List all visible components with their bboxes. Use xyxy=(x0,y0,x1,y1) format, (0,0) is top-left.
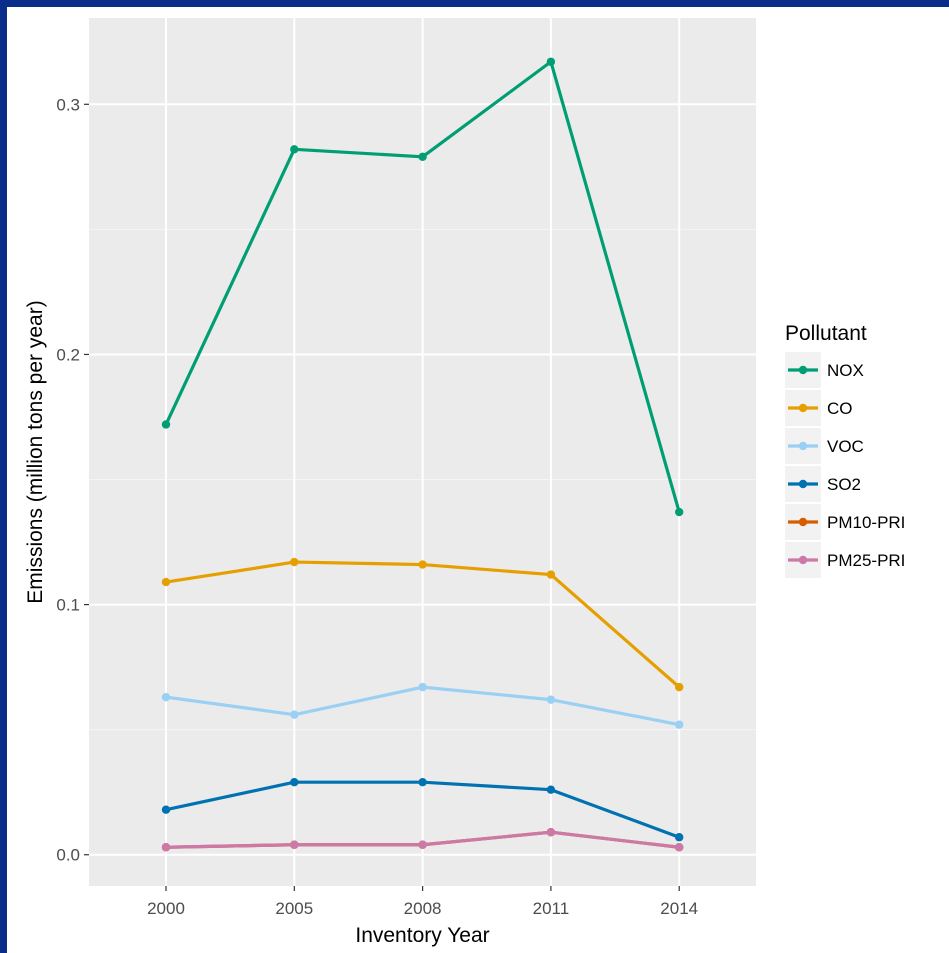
y-tick-label: 0.0 xyxy=(56,846,80,865)
legend-label: CO xyxy=(827,399,853,418)
legend-label: SO2 xyxy=(827,475,861,494)
data-point-co xyxy=(161,577,171,587)
data-point-pm25-pri xyxy=(546,828,556,837)
x-axis: 2000 2005 2008 2011 2014 xyxy=(147,886,698,918)
data-point-voc xyxy=(290,710,299,719)
legend-label: PM25-PRI xyxy=(827,551,905,570)
data-point-voc xyxy=(418,682,427,692)
y-axis: 0.0 0.1 0.2 0.3 xyxy=(56,95,89,865)
x-tick-label: 2014 xyxy=(660,899,698,918)
legend-key-point xyxy=(798,365,808,375)
data-point-voc xyxy=(546,695,556,704)
series-layer xyxy=(161,57,684,852)
legend-items: NOX CO VOC SO2 PM10-PRI PM25-PRI xyxy=(785,352,905,578)
window-frame-top xyxy=(0,0,949,7)
x-tick-label: 2011 xyxy=(533,899,570,918)
y-tick-label: 0.3 xyxy=(56,95,80,114)
legend-key-point xyxy=(798,479,808,489)
data-point-nox xyxy=(675,507,684,517)
data-point-co xyxy=(418,560,427,569)
data-point-co xyxy=(675,682,684,692)
data-point-pm25-pri xyxy=(161,843,171,852)
y-tick-label: 0.1 xyxy=(56,596,80,615)
data-point-pm25-pri xyxy=(290,840,299,849)
data-point-so2 xyxy=(418,777,427,787)
y-tick-label: 0.2 xyxy=(56,345,80,364)
data-point-nox xyxy=(161,420,171,429)
window-frame-left xyxy=(0,0,7,953)
data-point-voc xyxy=(161,692,171,702)
data-point-co xyxy=(290,557,299,567)
legend-label: NOX xyxy=(827,361,864,380)
data-point-pm25-pri xyxy=(675,843,684,852)
x-tick-label: 2000 xyxy=(147,899,185,918)
legend-label: VOC xyxy=(827,437,864,456)
legend-key-point xyxy=(798,517,808,527)
data-point-nox xyxy=(546,57,556,66)
data-point-so2 xyxy=(546,785,556,794)
major-grid xyxy=(89,18,756,886)
legend-key-point xyxy=(798,555,808,565)
legend-key-point xyxy=(798,403,808,413)
data-point-so2 xyxy=(675,833,684,842)
data-point-so2 xyxy=(161,805,171,814)
data-point-co xyxy=(546,570,556,579)
data-point-nox xyxy=(418,152,427,162)
data-point-pm25-pri xyxy=(418,840,427,849)
legend: Pollutant NOX CO VOC SO2 PM10-PRI PM25-PRI xyxy=(785,322,905,578)
x-tick-label: 2008 xyxy=(404,899,442,918)
y-axis-title: Emissions (million tons per year) xyxy=(24,300,47,603)
x-axis-title: Inventory Year xyxy=(355,924,489,947)
legend-key-point xyxy=(798,441,808,451)
legend-title: Pollutant xyxy=(785,322,867,345)
data-point-voc xyxy=(675,720,684,729)
data-point-so2 xyxy=(290,777,299,787)
data-point-nox xyxy=(290,145,299,154)
x-tick-label: 2005 xyxy=(275,899,313,918)
legend-label: PM10-PRI xyxy=(827,513,905,532)
